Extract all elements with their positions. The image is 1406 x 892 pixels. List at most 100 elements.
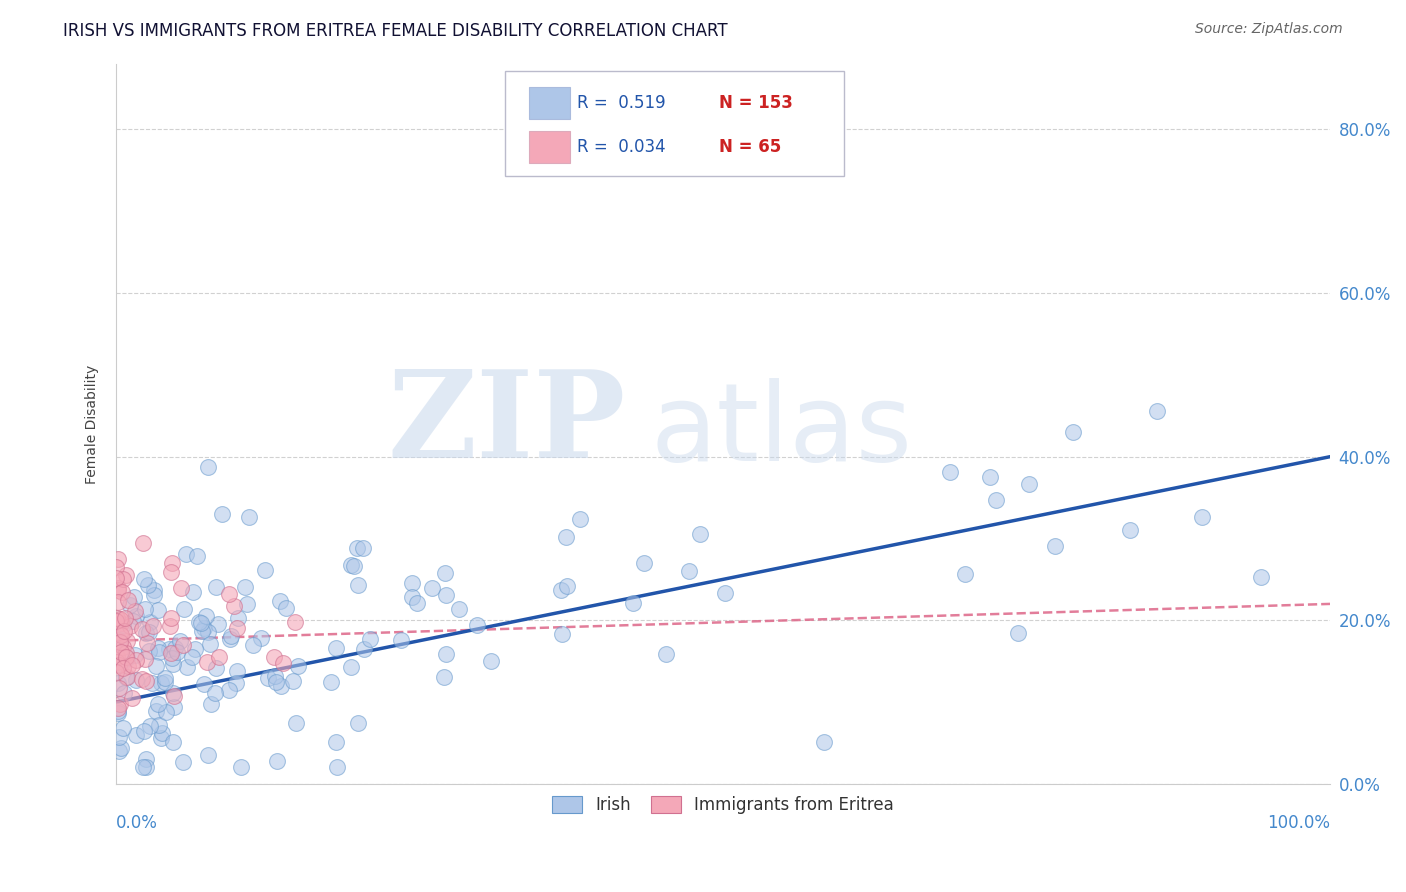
Point: [197, 624, 219, 639]
Point: [115, 670, 138, 684]
Point: [160, 646, 183, 660]
Point: [117, 593, 139, 607]
Point: [939, 465, 962, 479]
Point: [197, 460, 219, 475]
Point: [218, 587, 240, 601]
Point: [190, 615, 212, 630]
Point: [107, 681, 129, 696]
Point: [160, 650, 183, 665]
Point: [204, 661, 226, 675]
Point: [107, 706, 129, 721]
Text: ZIP: ZIP: [388, 365, 626, 483]
Point: [568, 512, 591, 526]
Point: [150, 726, 173, 740]
Point: [107, 583, 129, 598]
Point: [107, 632, 129, 647]
Point: [112, 721, 135, 735]
Point: [125, 728, 148, 742]
Point: [200, 697, 222, 711]
Point: [287, 659, 309, 673]
Point: [162, 686, 184, 700]
Point: [346, 716, 368, 731]
Point: [406, 596, 429, 610]
Point: [107, 552, 129, 566]
Point: [107, 701, 129, 715]
Point: [359, 632, 381, 646]
Point: [124, 603, 146, 617]
Point: [186, 549, 208, 563]
Point: [121, 658, 143, 673]
Point: [115, 651, 138, 665]
Point: [108, 657, 131, 672]
Point: [340, 558, 363, 572]
Point: [114, 610, 136, 624]
Point: [226, 664, 249, 678]
Point: [143, 588, 166, 602]
Text: IRISH VS IMMIGRANTS FROM ERITREA FEMALE DISABILITY CORRELATION CHART: IRISH VS IMMIGRANTS FROM ERITREA FEMALE …: [63, 22, 728, 40]
Point: [433, 671, 456, 685]
Point: [163, 641, 186, 656]
FancyBboxPatch shape: [529, 131, 569, 162]
Point: [118, 598, 141, 612]
Point: [205, 580, 228, 594]
Point: [148, 717, 170, 731]
Point: [281, 674, 304, 689]
Point: [986, 492, 1008, 507]
Point: [110, 613, 132, 627]
Point: [107, 595, 129, 609]
Point: [108, 612, 131, 626]
Point: [465, 618, 488, 632]
Point: [105, 611, 128, 625]
Point: [111, 618, 134, 632]
Point: [118, 619, 141, 633]
Point: [105, 633, 128, 648]
Point: [689, 526, 711, 541]
Point: [229, 760, 252, 774]
Point: [447, 602, 470, 616]
Point: [105, 650, 128, 665]
Text: N = 153: N = 153: [720, 94, 793, 112]
Point: [420, 581, 443, 595]
Point: [107, 744, 129, 758]
Point: [160, 565, 183, 579]
Point: [108, 625, 131, 640]
Point: [479, 654, 502, 668]
Point: [112, 686, 135, 700]
Point: [112, 640, 135, 655]
Point: [142, 619, 165, 633]
Point: [134, 601, 156, 615]
Text: R =  0.034: R = 0.034: [578, 138, 666, 156]
Point: [135, 673, 157, 688]
Point: [264, 669, 287, 683]
Point: [219, 632, 242, 646]
Point: [621, 596, 644, 610]
Point: [138, 644, 160, 658]
Point: [115, 670, 138, 684]
Point: [713, 586, 735, 600]
Point: [276, 601, 298, 615]
Text: atlas: atlas: [650, 378, 912, 484]
Point: [110, 657, 132, 672]
Point: [105, 655, 128, 669]
Point: [131, 760, 153, 774]
Point: [105, 570, 128, 584]
Point: [434, 566, 457, 580]
Point: [170, 581, 193, 595]
Point: [172, 638, 194, 652]
Point: [150, 676, 173, 690]
Text: R =  0.519: R = 0.519: [578, 94, 666, 112]
Point: [389, 632, 412, 647]
Point: [169, 633, 191, 648]
Point: [163, 700, 186, 714]
Point: [141, 675, 163, 690]
Point: [135, 625, 157, 640]
Point: [325, 640, 347, 655]
Point: [112, 624, 135, 639]
Point: [1018, 477, 1040, 491]
Point: [136, 635, 159, 649]
Point: [198, 637, 221, 651]
Point: [150, 731, 173, 745]
Point: [115, 568, 138, 582]
Point: [105, 615, 128, 629]
Point: [678, 564, 700, 578]
